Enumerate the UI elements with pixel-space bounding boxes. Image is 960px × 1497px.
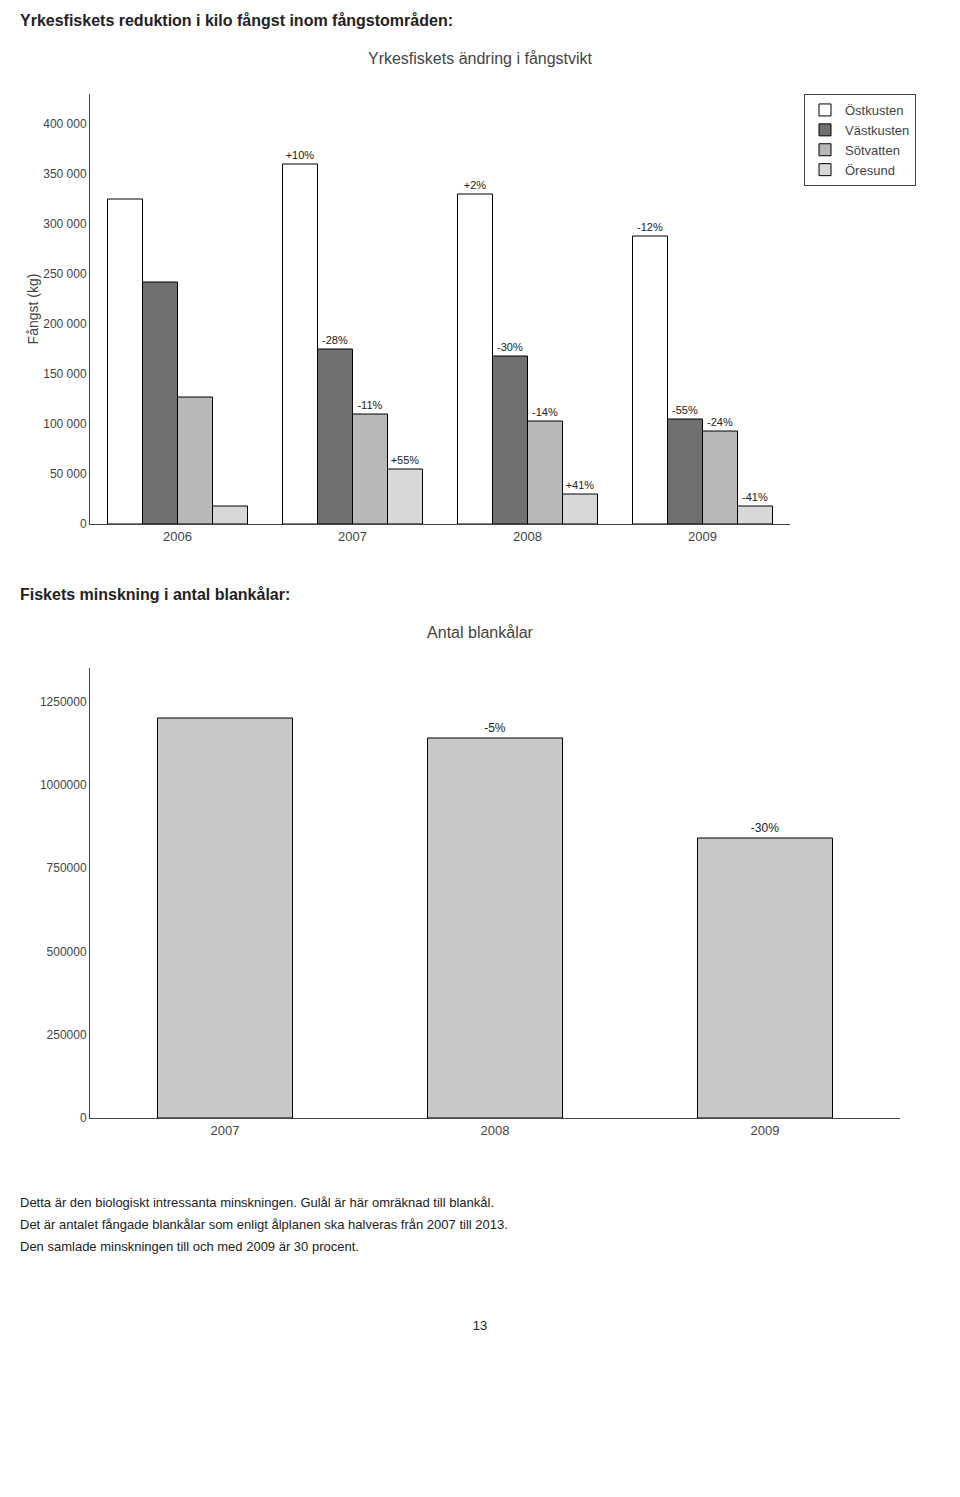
svg-text:2006: 2006 [163, 529, 192, 544]
svg-text:2008: 2008 [513, 529, 542, 544]
svg-text:Västkusten: Västkusten [845, 123, 909, 138]
svg-text:-14%: -14% [532, 406, 558, 418]
svg-text:400 000: 400 000 [43, 117, 87, 131]
svg-text:200 000: 200 000 [43, 317, 87, 331]
svg-text:250000: 250000 [47, 1028, 87, 1042]
svg-text:Yrkesfiskets ändring i fångstv: Yrkesfiskets ändring i fångstvikt [368, 50, 593, 67]
svg-text:50 000: 50 000 [50, 467, 87, 481]
html-text:13: 13 [472, 1318, 488, 1333]
html-text:Det är antalet fångade blankål: Det är antalet fångade blankålar som enl… [20, 1217, 508, 1232]
svg-text:2007: 2007 [211, 1123, 240, 1138]
svg-text:500000: 500000 [47, 945, 87, 959]
svg-text:-24%: -24% [707, 416, 733, 428]
svg-text:+2%: +2% [464, 179, 487, 191]
svg-text:2009: 2009 [688, 529, 717, 544]
svg-text:2009: 2009 [751, 1123, 780, 1138]
svg-text:-5%: -5% [484, 721, 506, 735]
html-text:Detta är den biologiskt intres: Detta är den biologiskt intressanta mins… [20, 1195, 494, 1210]
html-text:Fiskets minskning i antal blan: Fiskets minskning i antal blankålar: [20, 586, 291, 603]
svg-text:0: 0 [80, 1111, 87, 1125]
svg-text:250 000: 250 000 [43, 267, 87, 281]
svg-text:Östkusten: Östkusten [845, 103, 904, 118]
svg-text:-55%: -55% [672, 404, 698, 416]
svg-text:-28%: -28% [322, 334, 348, 346]
svg-text:+41%: +41% [566, 479, 595, 491]
svg-text:750000: 750000 [47, 861, 87, 875]
svg-text:1000000: 1000000 [40, 778, 87, 792]
svg-text:Antal blankålar: Antal blankålar [427, 624, 534, 641]
svg-text:+10%: +10% [286, 149, 315, 161]
svg-text:-41%: -41% [742, 491, 768, 503]
svg-text:Sötvatten: Sötvatten [845, 143, 900, 158]
svg-text:Fångst (kg): Fångst (kg) [25, 274, 41, 345]
svg-text:-11%: -11% [357, 399, 382, 411]
svg-text:-30%: -30% [497, 341, 523, 353]
svg-text:-30%: -30% [751, 821, 779, 835]
html-text:Den samlade minskningen till o: Den samlade minskningen till och med 200… [20, 1239, 359, 1254]
svg-text:100 000: 100 000 [43, 417, 87, 431]
svg-text:0: 0 [80, 517, 87, 531]
svg-text:+55%: +55% [391, 454, 420, 466]
html-text:Yrkesfiskets reduktion i kilo: Yrkesfiskets reduktion i kilo fångst ino… [20, 12, 453, 29]
svg-text:Öresund: Öresund [845, 163, 895, 178]
svg-text:300 000: 300 000 [43, 217, 87, 231]
svg-text:2007: 2007 [338, 529, 367, 544]
svg-text:350 000: 350 000 [43, 167, 87, 181]
svg-text:150 000: 150 000 [43, 367, 87, 381]
svg-text:1250000: 1250000 [40, 695, 87, 709]
svg-text:2008: 2008 [481, 1123, 510, 1138]
svg-text:-12%: -12% [637, 221, 663, 233]
